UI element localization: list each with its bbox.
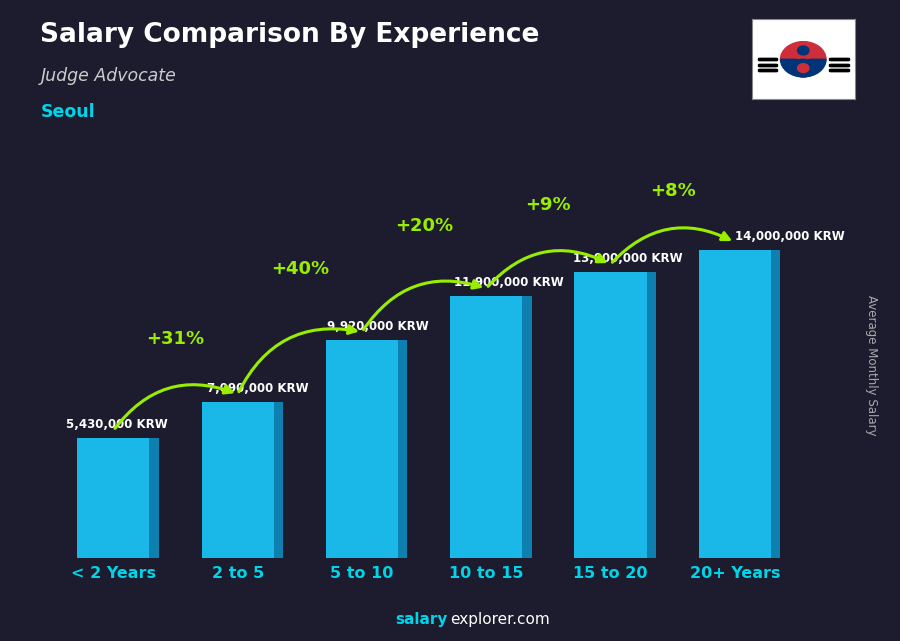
Text: +9%: +9% <box>526 196 572 214</box>
Text: Salary Comparison By Experience: Salary Comparison By Experience <box>40 22 540 49</box>
Text: explorer.com: explorer.com <box>450 612 550 627</box>
Bar <box>759 69 778 71</box>
Bar <box>829 69 848 71</box>
Text: +40%: +40% <box>271 260 328 278</box>
Circle shape <box>792 42 814 60</box>
Text: +20%: +20% <box>395 217 453 235</box>
Circle shape <box>797 63 809 72</box>
Text: 9,920,000 KRW: 9,920,000 KRW <box>327 320 429 333</box>
Bar <box>758 58 777 60</box>
Text: 13,000,000 KRW: 13,000,000 KRW <box>573 252 683 265</box>
Text: Judge Advocate: Judge Advocate <box>40 67 176 85</box>
Bar <box>77 438 149 558</box>
Polygon shape <box>646 272 656 558</box>
Bar <box>758 69 777 71</box>
Text: +31%: +31% <box>147 330 204 348</box>
Bar <box>759 58 778 60</box>
Bar <box>450 296 522 558</box>
Bar <box>830 58 849 60</box>
Bar <box>829 63 848 65</box>
Wedge shape <box>780 42 826 60</box>
Bar <box>758 63 777 65</box>
Circle shape <box>792 60 814 77</box>
Circle shape <box>797 46 809 55</box>
Bar <box>829 58 848 60</box>
Polygon shape <box>149 438 158 558</box>
Text: 7,090,000 KRW: 7,090,000 KRW <box>207 382 308 395</box>
Bar <box>759 63 778 65</box>
Text: 5,430,000 KRW: 5,430,000 KRW <box>66 419 168 431</box>
Polygon shape <box>522 296 532 558</box>
Bar <box>574 272 646 558</box>
Bar <box>830 63 849 65</box>
Polygon shape <box>398 340 408 558</box>
Wedge shape <box>780 60 826 77</box>
Polygon shape <box>770 250 780 558</box>
Bar <box>202 402 274 558</box>
Bar <box>326 340 398 558</box>
Text: Average Monthly Salary: Average Monthly Salary <box>865 295 878 436</box>
Bar <box>698 250 770 558</box>
Text: 14,000,000 KRW: 14,000,000 KRW <box>734 230 844 243</box>
Text: 11,900,000 KRW: 11,900,000 KRW <box>454 276 563 289</box>
Text: salary: salary <box>395 612 447 627</box>
Text: Seoul: Seoul <box>40 103 95 121</box>
Polygon shape <box>274 402 284 558</box>
Text: +8%: +8% <box>650 182 696 200</box>
Bar <box>830 69 849 71</box>
